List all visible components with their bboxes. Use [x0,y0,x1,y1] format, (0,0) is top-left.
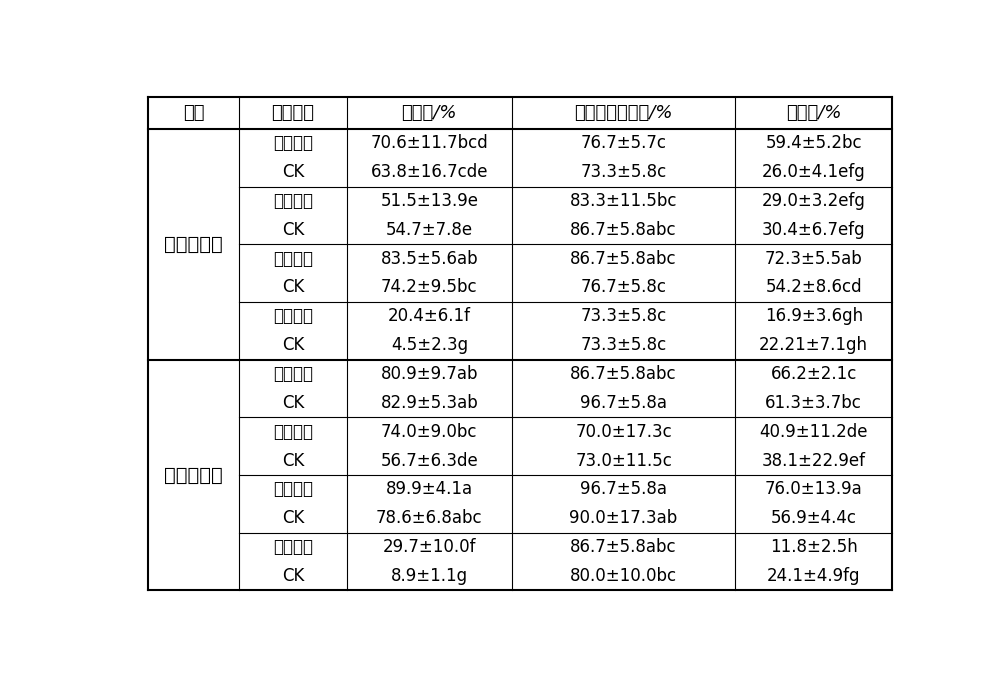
Text: 8.9±1.1g: 8.9±1.1g [391,567,468,585]
Text: 福鼎大白: 福鼎大白 [273,481,313,498]
Text: CK: CK [282,221,304,239]
Text: 29.7±10.0f: 29.7±10.0f [383,538,476,556]
Text: 38.1±22.9ef: 38.1±22.9ef [762,452,866,470]
Text: 都匀毛尖: 都匀毛尖 [273,307,313,325]
Text: 76.0±13.9a: 76.0±13.9a [765,481,863,498]
Text: 73.0±11.5c: 73.0±11.5c [575,452,672,470]
Text: 茶树品种: 茶树品种 [271,104,314,122]
Text: 24.1±4.9fg: 24.1±4.9fg [767,567,860,585]
Text: 73.3±5.8c: 73.3±5.8c [580,336,667,354]
Text: 54.2±8.6cd: 54.2±8.6cd [765,279,862,296]
Text: 83.3±11.5bc: 83.3±11.5bc [570,192,677,210]
Text: 70.6±11.7bcd: 70.6±11.7bcd [370,134,488,153]
Text: 4.5±2.3g: 4.5±2.3g [391,336,468,354]
Text: 处理: 处理 [183,104,204,122]
Text: 73.3±5.8c: 73.3±5.8c [580,163,667,181]
Text: 29.0±3.2efg: 29.0±3.2efg [762,192,866,210]
Text: 96.7±5.8a: 96.7±5.8a [580,394,667,412]
Text: 74.0±9.0bc: 74.0±9.0bc [381,423,478,441]
Text: 发芽率/%: 发芽率/% [786,104,841,122]
Text: 83.5±5.6ab: 83.5±5.6ab [381,250,478,267]
Text: 11.8±2.5h: 11.8±2.5h [770,538,858,556]
Text: 90.0±17.3ab: 90.0±17.3ab [569,509,678,527]
Text: 80.0±10.0bc: 80.0±10.0bc [570,567,677,585]
Text: 66.2±2.1c: 66.2±2.1c [771,365,857,383]
Text: 成活率/%: 成活率/% [402,104,457,122]
Text: 56.9±4.4c: 56.9±4.4c [771,509,857,527]
Text: 26.0±4.1efg: 26.0±4.1efg [762,163,866,181]
Text: 72.3±5.5ab: 72.3±5.5ab [765,250,863,267]
Text: 63.8±16.7cde: 63.8±16.7cde [371,163,488,181]
Text: 54.7±7.8e: 54.7±7.8e [386,221,473,239]
Text: 愈伤组织形成率/%: 愈伤组织形成率/% [574,104,673,122]
Text: CK: CK [282,452,304,470]
Text: 86.7±5.8abc: 86.7±5.8abc [570,365,677,383]
Text: CK: CK [282,509,304,527]
Text: 89.9±4.1a: 89.9±4.1a [386,481,473,498]
Text: CK: CK [282,394,304,412]
Text: 74.2±9.5bc: 74.2±9.5bc [381,279,478,296]
Text: CK: CK [282,163,304,181]
Text: 86.7±5.8abc: 86.7±5.8abc [570,221,677,239]
Text: 福鼎大白: 福鼎大白 [273,250,313,267]
Text: CK: CK [282,336,304,354]
Text: 73.3±5.8c: 73.3±5.8c [580,307,667,325]
Text: 石阡苔茶: 石阡苔茶 [273,192,313,210]
Text: 根内球囊霉: 根内球囊霉 [164,235,223,254]
Text: 40.9±11.2de: 40.9±11.2de [759,423,868,441]
Text: 30.4±6.7efg: 30.4±6.7efg [762,221,866,239]
Text: 76.7±5.7c: 76.7±5.7c [581,134,667,153]
Text: CK: CK [282,279,304,296]
Text: 76.7±5.8c: 76.7±5.8c [581,279,667,296]
Text: 湄潭苔茶: 湄潭苔茶 [273,365,313,383]
Text: 70.0±17.3c: 70.0±17.3c [575,423,672,441]
Text: CK: CK [282,567,304,585]
Text: 86.7±5.8abc: 86.7±5.8abc [570,538,677,556]
Text: 湄潭苔茶: 湄潭苔茶 [273,134,313,153]
Text: 都匀毛尖: 都匀毛尖 [273,538,313,556]
Text: 80.9±9.7ab: 80.9±9.7ab [381,365,478,383]
Text: 61.3±3.7bc: 61.3±3.7bc [765,394,862,412]
Text: 56.7±6.3de: 56.7±6.3de [380,452,478,470]
Text: 51.5±13.9e: 51.5±13.9e [380,192,478,210]
Text: 59.4±5.2bc: 59.4±5.2bc [765,134,862,153]
Text: 86.7±5.8abc: 86.7±5.8abc [570,250,677,267]
Text: 78.6±6.8abc: 78.6±6.8abc [376,509,483,527]
Text: 20.4±6.1f: 20.4±6.1f [388,307,471,325]
Text: 16.9±3.6gh: 16.9±3.6gh [765,307,863,325]
Text: 石阡苔茶: 石阡苔茶 [273,423,313,441]
Text: 22.21±7.1gh: 22.21±7.1gh [759,336,868,354]
Text: 96.7±5.8a: 96.7±5.8a [580,481,667,498]
Text: 82.9±5.3ab: 82.9±5.3ab [380,394,478,412]
Text: 摩西球囊霉: 摩西球囊霉 [164,466,223,485]
